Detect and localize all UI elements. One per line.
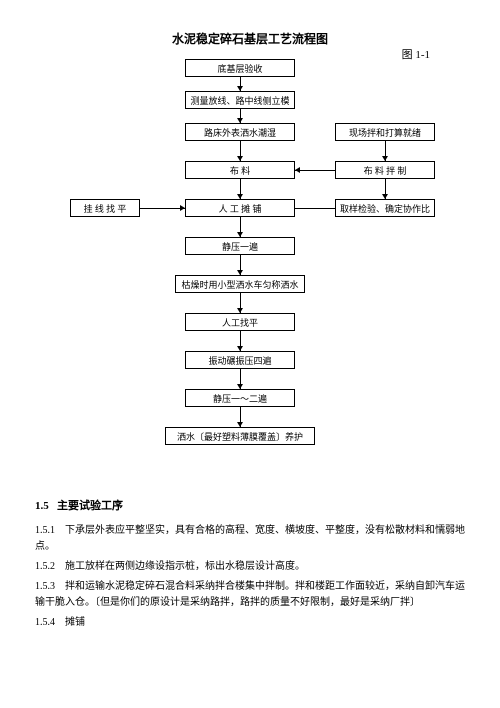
arrow-down-icon (237, 384, 243, 389)
flow-edge (140, 208, 185, 209)
arrow-down-icon (237, 86, 243, 91)
document-page: 水泥稳定碎石基层工艺流程图 图 1-1 底基层验收测量放线、路中线侧立模路床外表… (0, 0, 500, 655)
paragraph-num: 1.5.3 (35, 581, 55, 592)
paragraph-text: 摊铺 (55, 617, 85, 628)
flow-node-n5: 人 工 摊 铺 (185, 199, 295, 217)
flow-node-n10: 静压一～二遍 (185, 389, 295, 407)
flow-node-s3: 取样检验、确定协作比 (335, 199, 435, 217)
paragraph: 1.5.2 施工放样在两侧边缘设指示桩，标出水稳层设计高度。 (35, 559, 465, 575)
flow-node-n4: 布 料 (185, 161, 295, 179)
flow-node-n1: 底基层验收 (185, 59, 295, 77)
flow-node-s1: 现场拌和打算就绪 (335, 123, 435, 141)
flowchart-container: 底基层验收测量放线、路中线侧立模路床外表洒水潮湿布 料人 工 摊 铺静压一遍枯燥… (35, 59, 465, 479)
flow-node-n7: 枯燥时用小型洒水车匀称洒水 (175, 275, 305, 293)
arrow-down-icon (237, 346, 243, 351)
flow-node-n9: 振动碾振压四遍 (185, 351, 295, 369)
paragraph-text: 下承层外表应平整坚实，具有合格的高程、宽度、横坡度、平整度，没有松散材料和懦弱地… (35, 525, 465, 552)
section-title: 主要试验工序 (57, 500, 123, 512)
section-heading: 1.5 主要试验工序 (35, 497, 465, 513)
arrow-down-icon (237, 308, 243, 313)
flow-node-s2: 布 料 拌 制 (335, 161, 435, 179)
paragraph: 1.5.4 摊铺 (35, 615, 465, 631)
paragraph-num: 1.5.4 (35, 617, 55, 628)
flow-node-n6: 静压一遍 (185, 237, 295, 255)
paragraph-num: 1.5.2 (35, 561, 55, 572)
arrow-left-icon (295, 167, 300, 173)
flow-edge (295, 170, 335, 171)
paragraph: 1.5.3 拌和运输水泥稳定碎石混合料采纳拌合楼集中拌制。拌和楼距工作面较近，采… (35, 579, 465, 611)
arrow-down-icon (237, 118, 243, 123)
arrow-down-icon (237, 156, 243, 161)
flow-node-n8: 人工找平 (185, 313, 295, 331)
arrow-down-icon (382, 156, 388, 161)
section-num: 1.5 (35, 500, 49, 512)
arrow-down-icon (237, 194, 243, 199)
paragraph-text: 拌和运输水泥稳定碎石混合料采纳拌合楼集中拌制。拌和楼距工作面较近，采纳自卸汽车运… (35, 581, 465, 608)
flow-node-n3: 路床外表洒水潮湿 (185, 123, 295, 141)
flow-node-n2: 测量放线、路中线侧立模 (185, 91, 295, 109)
arrow-down-icon (382, 194, 388, 199)
flowchart-title: 水泥稳定碎石基层工艺流程图 (35, 30, 465, 47)
arrow-down-icon (237, 232, 243, 237)
flow-edge (295, 208, 335, 209)
arrow-down-icon (237, 422, 243, 427)
arrow-right-icon (180, 205, 185, 211)
paragraph-text: 施工放样在两侧边缘设指示桩，标出水稳层设计高度。 (55, 561, 305, 572)
arrow-down-icon (237, 270, 243, 275)
flow-node-l1: 挂 线 找 平 (70, 199, 140, 217)
section-body: 1.5.1 下承层外表应平整坚实，具有合格的高程、宽度、横坡度、平整度，没有松散… (35, 523, 465, 631)
flow-node-n11: 洒水〔最好塑料薄膜覆盖〕养护 (165, 427, 315, 445)
paragraph-num: 1.5.1 (35, 525, 55, 536)
paragraph: 1.5.1 下承层外表应平整坚实，具有合格的高程、宽度、横坡度、平整度，没有松散… (35, 523, 465, 555)
